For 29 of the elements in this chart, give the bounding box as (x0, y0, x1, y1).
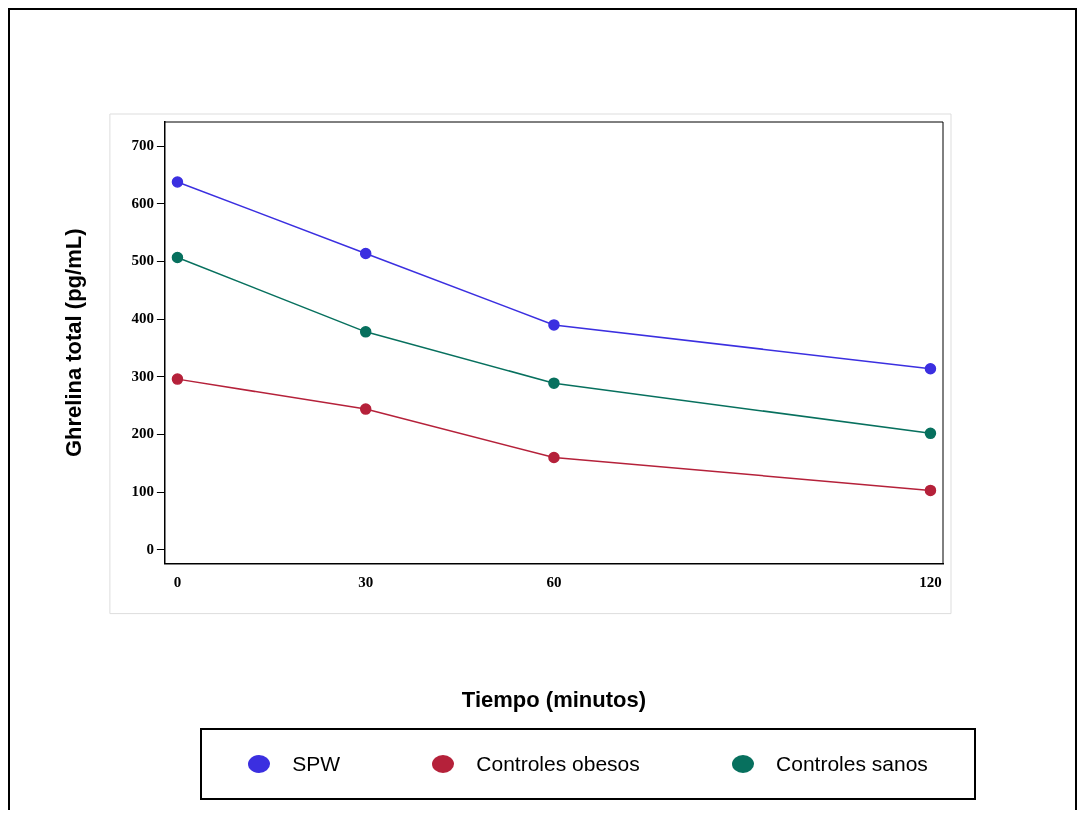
y-tick-label: 600 (131, 194, 154, 211)
point (924, 362, 937, 375)
point (359, 403, 372, 415)
y-tick-label: 700 (131, 137, 154, 154)
legend-label: SPW (292, 752, 340, 776)
point (548, 377, 560, 389)
point (548, 451, 560, 464)
point (171, 176, 184, 188)
x-tick-label: 0 (173, 574, 182, 591)
y-axis-title: Ghrelina total (pg/mL) (61, 228, 87, 458)
y-tick-label: 400 (131, 310, 154, 327)
y-tick-label: 200 (131, 425, 154, 442)
point (359, 326, 372, 338)
x-tick-label: 120 (919, 574, 942, 591)
x-tick-label: 30 (358, 574, 374, 591)
point (171, 251, 184, 264)
y-tick-label: 500 (131, 252, 154, 269)
point (924, 484, 937, 497)
y-tick-label: 300 (131, 367, 154, 384)
y-tick-label: 100 (131, 482, 154, 499)
legend-label: Controles sanos (776, 752, 928, 776)
y-tick-label: 0 (146, 540, 154, 557)
legend-label: Controles obesos (476, 752, 640, 776)
point (924, 427, 937, 440)
point (548, 319, 560, 331)
x-tick-label: 60 (546, 574, 562, 591)
point (359, 247, 372, 260)
x-axis-title: Tiempo (minutos) (461, 686, 647, 712)
point (171, 373, 184, 385)
